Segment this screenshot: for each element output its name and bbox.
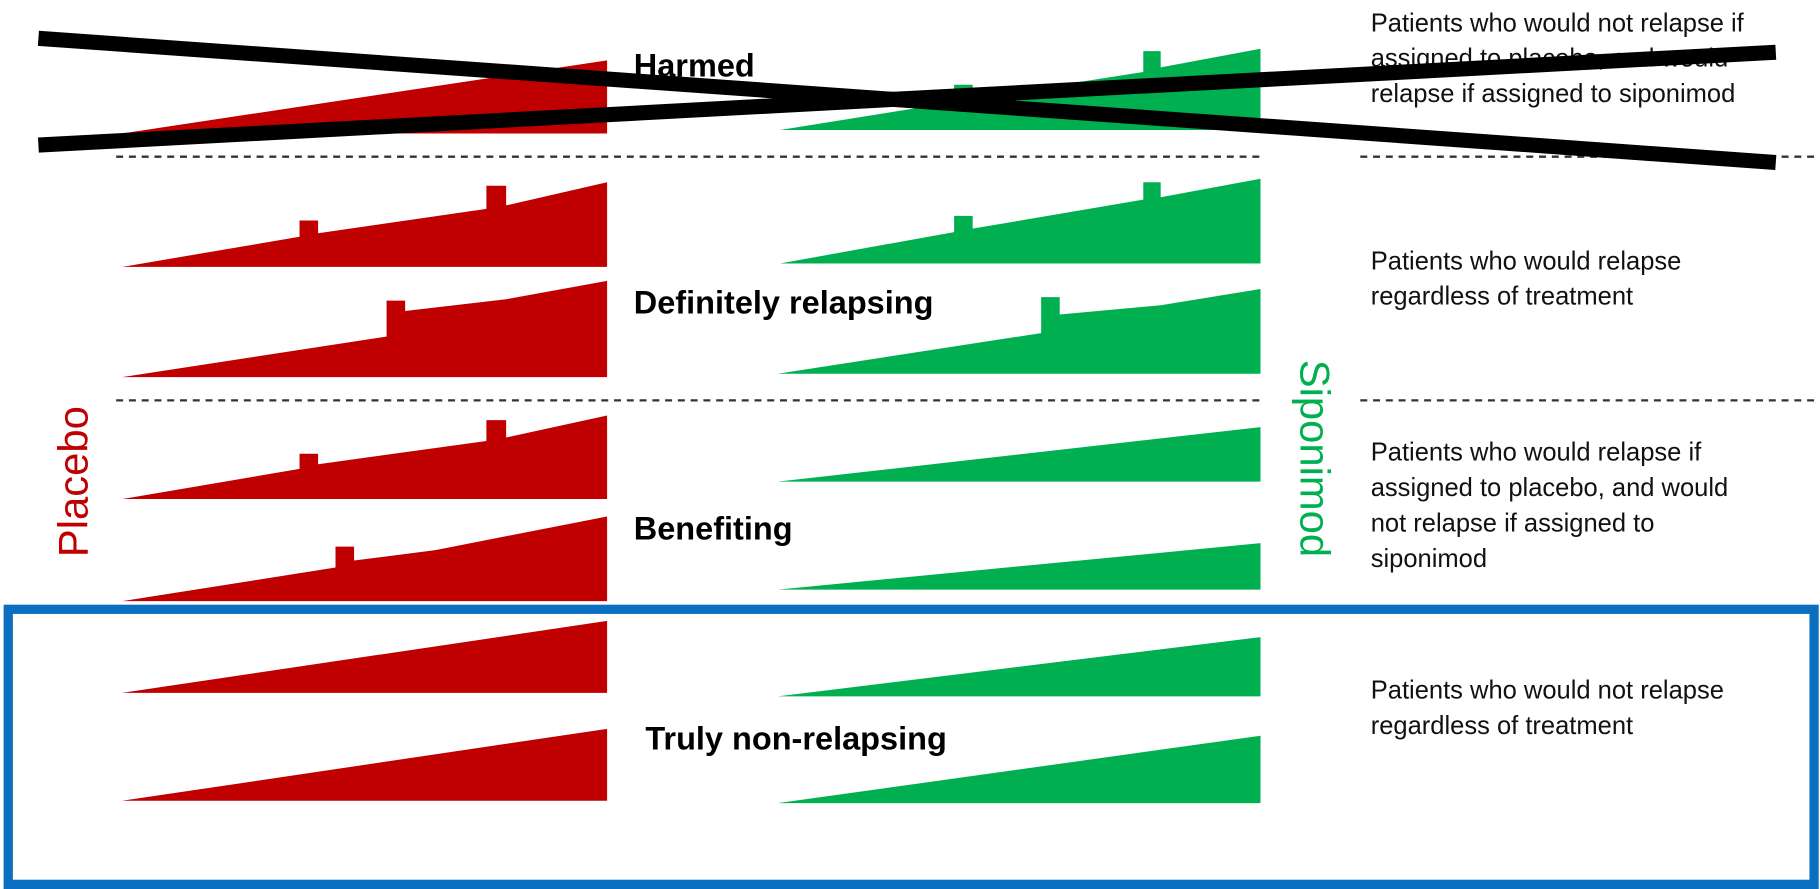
wedge	[121, 415, 608, 500]
wedge	[121, 280, 608, 378]
group-label: Truly non-relapsing	[645, 721, 946, 757]
wedge	[121, 516, 608, 602]
treatment-wedges	[777, 48, 1261, 804]
description-line: Patients who would relapse if	[1371, 439, 1702, 467]
description-line: assigned to placebo, and would	[1371, 474, 1728, 502]
description-line: Patients who would not relapse if	[1371, 9, 1745, 37]
arm-label: Placebo	[50, 406, 97, 557]
description-line: regardless of treatment	[1371, 712, 1633, 740]
description-line: Patients who would relapse	[1371, 247, 1682, 275]
arm-label: Siponimod	[1292, 360, 1339, 557]
placebo-wedges	[121, 60, 608, 801]
wedge	[121, 182, 608, 267]
wedge	[777, 543, 1261, 590]
highlight-box	[3, 604, 1819, 889]
wedge	[780, 178, 1261, 264]
wedge	[777, 288, 1261, 374]
group-label: Definitely relapsing	[634, 284, 934, 320]
description-line: not relapse if assigned to	[1371, 510, 1655, 538]
wedge	[121, 728, 608, 801]
description-line: relapse if assigned to siponimod	[1371, 80, 1736, 108]
description-line: siponimod	[1371, 545, 1487, 573]
descriptions: Patients who would not relapse if assigne…	[1371, 9, 1745, 740]
wedge	[121, 620, 608, 693]
wedge	[777, 637, 1261, 697]
group-label: Benefiting	[634, 511, 793, 547]
wedge	[777, 735, 1261, 804]
description-line: Patients who would not relapse	[1371, 677, 1724, 705]
description-line: regardless of treatment	[1371, 283, 1633, 311]
strike-line	[38, 44, 1777, 153]
wedge	[777, 427, 1261, 482]
